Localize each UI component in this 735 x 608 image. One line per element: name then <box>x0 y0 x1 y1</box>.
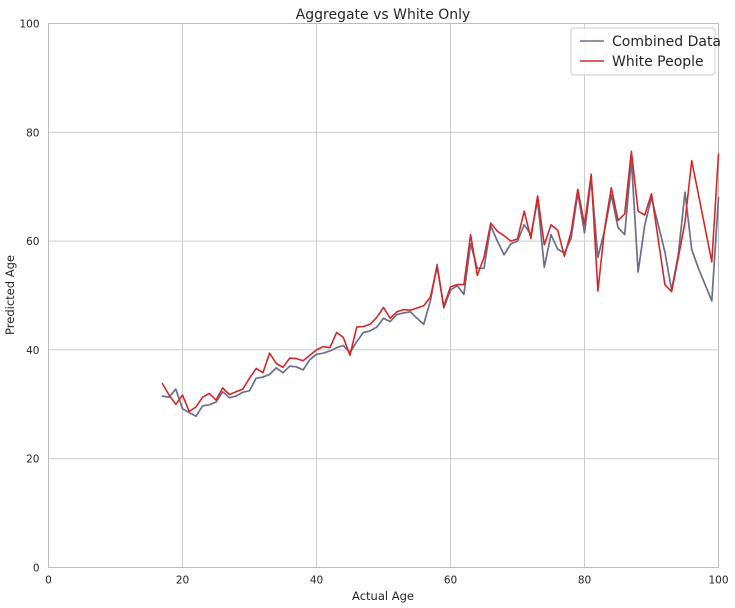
y-axis-label: Predicted Age <box>3 255 17 335</box>
tick-labels: 0 20 40 60 80 100 0 20 40 60 80 100 <box>19 19 728 587</box>
plot-frame <box>48 23 719 568</box>
x-axis-label: Actual Age <box>352 589 414 603</box>
y-tick-label: 40 <box>26 345 39 357</box>
x-tick-label: 40 <box>310 575 323 587</box>
y-tick-label: 80 <box>26 127 39 139</box>
x-tick-label: 80 <box>578 575 591 587</box>
x-tick-label: 60 <box>444 575 457 587</box>
y-tick-label: 0 <box>33 563 40 575</box>
y-tick-label: 20 <box>26 454 39 466</box>
x-tick-label: 0 <box>45 575 52 587</box>
x-tick-label: 20 <box>176 575 189 587</box>
legend-label-white-people: White People <box>612 54 704 70</box>
series-lines <box>161 150 720 418</box>
y-tick-label: 60 <box>26 236 39 248</box>
chart-title: Aggregate vs White Only <box>296 7 471 23</box>
x-tick-label: 100 <box>708 575 728 587</box>
grid <box>48 23 719 568</box>
legend-label-combined-data: Combined Data <box>612 34 721 50</box>
series-line-white-people <box>161 150 720 413</box>
legend: Combined Data White People <box>570 27 721 76</box>
legend-box <box>570 27 716 76</box>
y-tick-label: 100 <box>19 19 39 31</box>
